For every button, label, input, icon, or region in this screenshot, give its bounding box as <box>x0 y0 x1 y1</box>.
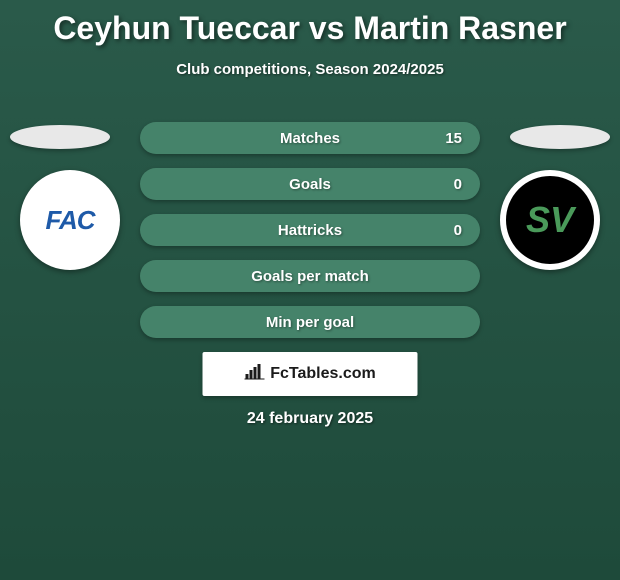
club-badge-right: SV <box>500 170 600 270</box>
stat-value: 0 <box>454 222 462 239</box>
stat-value: 0 <box>454 176 462 193</box>
club-left-abbrev: FAC <box>46 205 95 236</box>
stat-label: Goals per match <box>251 268 369 285</box>
stats-container: Matches 15 Goals 0 Hattricks 0 Goals per… <box>140 122 480 352</box>
stat-row: Min per goal <box>140 306 480 338</box>
stat-value: 15 <box>445 130 462 147</box>
page-title: Ceyhun Tueccar vs Martin Rasner <box>0 0 620 47</box>
club-badge-left: FAC <box>20 170 120 270</box>
stat-label: Goals <box>289 176 331 193</box>
stat-row: Goals per match <box>140 260 480 292</box>
stat-row: Matches 15 <box>140 122 480 154</box>
stat-label: Min per goal <box>266 314 354 331</box>
stat-row: Hattricks 0 <box>140 214 480 246</box>
player-avatar-left <box>10 125 110 149</box>
player-avatar-right <box>510 125 610 149</box>
attribution-box: FcTables.com <box>203 352 418 396</box>
stat-label: Hattricks <box>278 222 342 239</box>
stat-label: Matches <box>280 130 340 147</box>
season-subtitle: Club competitions, Season 2024/2025 <box>0 61 620 78</box>
club-right-abbrev: SV <box>526 199 574 241</box>
date-label: 24 february 2025 <box>0 410 620 428</box>
bar-chart-icon <box>244 364 264 385</box>
attribution-text: FcTables.com <box>270 365 376 383</box>
stat-row: Goals 0 <box>140 168 480 200</box>
